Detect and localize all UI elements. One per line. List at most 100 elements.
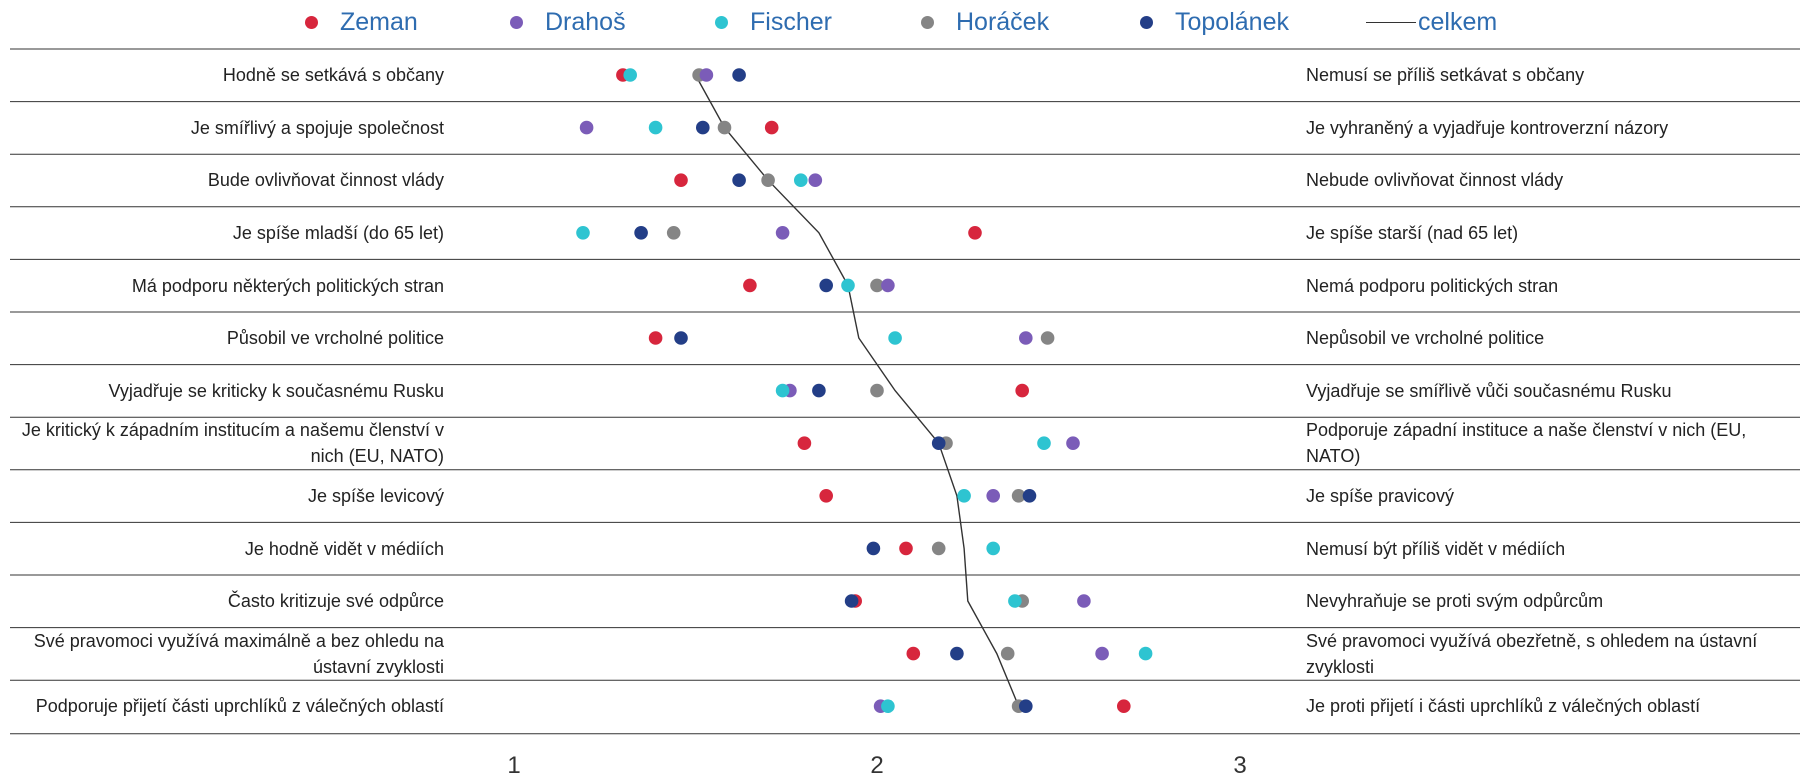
- dot-horacek-row-3: [761, 173, 775, 187]
- legend-label-topolanek: Topolánek: [1175, 7, 1289, 36]
- dot-zeman-row-4: [968, 226, 982, 240]
- legend-marker-celkem: [1366, 21, 1416, 23]
- row-label-left: Je spíše mladší (do 65 let): [232, 223, 444, 244]
- dot-topolanek-row-2: [696, 120, 710, 135]
- row-label-left: Je kritický k západním institucím a naše…: [21, 420, 444, 467]
- dot-horacek-row-5: [870, 278, 884, 293]
- dot-topolanek-row-4: [634, 226, 648, 240]
- row-label-right: Nepůsobil ve vrcholné politice: [1306, 328, 1545, 349]
- row-label-right: Své pravomoci využívá obezřetně, s ohled…: [1306, 630, 1758, 677]
- dot-fischer-row-4: [576, 226, 590, 240]
- dot-topolanek-row-11: [844, 594, 859, 608]
- legend-item-topolanek: Topolánek: [1140, 6, 1289, 38]
- row-label-left: Podporuje přijetí části uprchlíků z vále…: [35, 696, 444, 717]
- x-tick-1: 1: [507, 752, 521, 779]
- dot-horacek-row-2: [717, 120, 732, 135]
- row-label-left: Má podporu některých politických stran: [131, 275, 444, 296]
- dot-fischer-row-11: [1008, 594, 1022, 608]
- row-label-right: Nemusí být příliš vidět v médiích: [1306, 538, 1566, 559]
- dot-horacek-row-12: [1000, 646, 1015, 661]
- series-line-celkem: [694, 74, 1020, 707]
- dot-topolanek-row-5: [819, 278, 833, 293]
- dot-zeman-row-2: [764, 120, 779, 135]
- dot-drahos-row-9: [986, 489, 1000, 503]
- dot-fischer-row-13: [881, 699, 895, 713]
- legend-item-horacek: Horáček: [921, 6, 1049, 38]
- row-label-right: Je proti přijetí i části uprchlíků z vál…: [1306, 696, 1701, 717]
- row-label-left: Bude ovlivňovat činnost vlády: [207, 170, 444, 191]
- dot-topolanek-row-10: [866, 541, 881, 556]
- dot-zeman-row-6: [648, 331, 663, 345]
- row-label-left: Vyjadřuje se kriticky k současnému Rusku: [108, 380, 444, 401]
- dot-fischer-row-10: [986, 541, 1000, 556]
- legend-label-horacek: Horáček: [956, 7, 1050, 36]
- dot-drahos-row-8: [1066, 436, 1080, 451]
- row-label-left: Často kritizuje své odpůrce: [227, 591, 444, 612]
- dot-topolanek-row-1: [732, 68, 746, 82]
- row-label-right: Nebude ovlivňovat činnost vlády: [1306, 170, 1564, 191]
- legend-item-drahos: Drahoš: [510, 6, 626, 38]
- legend-label-fischer: Fischer: [750, 7, 832, 36]
- dot-horacek-row-10: [931, 541, 946, 556]
- dot-topolanek-row-13: [1019, 699, 1033, 713]
- row-label-left: Je hodně vidět v médiích: [244, 538, 444, 559]
- dot-drahos-row-11: [1077, 594, 1091, 608]
- legend-marker-horacek: [921, 15, 934, 29]
- row-label-right: Podporuje západní instituce a naše člens…: [1306, 420, 1747, 467]
- dot-fischer-row-3: [794, 173, 808, 187]
- row-label-right: Nemá podporu politických stran: [1306, 275, 1559, 296]
- row-label-right: Je spíše pravicový: [1306, 486, 1455, 507]
- row-label-right: Je vyhraněný a vyjadřuje kontroverzní ná…: [1306, 117, 1669, 138]
- dot-drahos-row-1: [699, 68, 714, 82]
- row-label-right: Vyjadřuje se smířlivě vůči současnému Ru…: [1306, 380, 1672, 401]
- dot-fischer-row-6: [888, 331, 902, 345]
- dot-zeman-row-7: [1015, 383, 1029, 398]
- row-label-right: Nemusí se příliš setkávat s občany: [1306, 65, 1585, 86]
- dot-drahos-row-5: [881, 278, 895, 293]
- dot-zeman-row-3: [674, 173, 688, 187]
- legend-marker-zeman: [305, 15, 318, 29]
- dot-fischer-row-7: [775, 383, 790, 398]
- dot-drahos-row-12: [1095, 646, 1109, 661]
- legend-marker-topolanek: [1140, 15, 1153, 29]
- dot-fischer-row-12: [1138, 646, 1153, 661]
- dot-topolanek-row-12: [950, 646, 964, 661]
- legend-label-celkem: celkem: [1418, 7, 1498, 36]
- dot-horacek-row-7: [870, 383, 884, 398]
- x-tick-2: 2: [870, 752, 884, 779]
- dot-topolanek-row-9: [1022, 489, 1037, 503]
- dot-fischer-row-9: [957, 489, 971, 503]
- dot-zeman-row-12: [906, 646, 921, 661]
- legend-marker-drahos: [510, 15, 523, 29]
- dot-topolanek-row-8: [931, 436, 946, 451]
- legend-item-fischer: Fischer: [715, 6, 832, 38]
- dot-zeman-row-13: [1117, 699, 1131, 713]
- legend-label-drahos: Drahoš: [545, 7, 626, 36]
- legend: Zeman Drahoš Fischer Horáček Topolánek c…: [0, 0, 1805, 44]
- dot-drahos-row-6: [1019, 331, 1033, 345]
- dot-topolanek-row-3: [732, 173, 746, 187]
- dot-fischer-row-8: [1037, 436, 1051, 451]
- dot-horacek-row-4: [666, 226, 681, 240]
- dot-topolanek-row-6: [674, 331, 688, 345]
- dot-drahos-row-4: [775, 226, 790, 240]
- legend-item-celkem: celkem: [1366, 6, 1497, 38]
- row-label-left: Je spíše levicový: [307, 486, 444, 507]
- row-label-left: Je smířlivý a spojuje společnost: [190, 117, 444, 138]
- dot-zeman-row-9: [819, 489, 833, 503]
- dot-topolanek-row-7: [812, 383, 826, 398]
- row-label-left: Hodně se setkává s občany: [222, 65, 444, 86]
- dot-fischer-row-5: [841, 278, 855, 293]
- legend-item-zeman: Zeman: [305, 6, 418, 38]
- row-label-left: Působil ve vrcholné politice: [226, 328, 444, 349]
- dot-drahos-row-3: [808, 173, 823, 187]
- dot-horacek-row-9: [1011, 489, 1026, 503]
- dot-fischer-row-2: [648, 120, 663, 135]
- dot-zeman-row-8: [797, 436, 812, 451]
- row-label-right: Nevyhraňuje se proti svým odpůrcům: [1306, 591, 1604, 612]
- legend-marker-fischer: [715, 15, 728, 29]
- dot-horacek-row-6: [1040, 331, 1055, 345]
- row-label-right: Je spíše starší (nad 65 let): [1306, 223, 1519, 244]
- dot-zeman-row-5: [743, 278, 757, 293]
